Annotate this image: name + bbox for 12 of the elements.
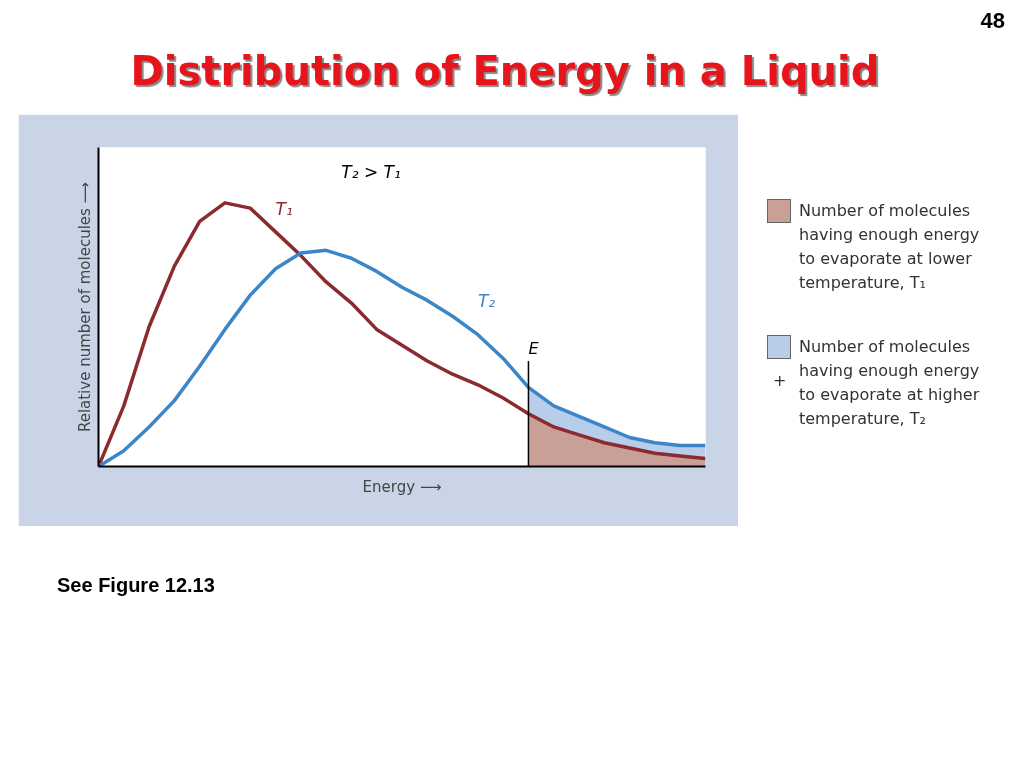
text: T₂ > T₁ — [341, 161, 401, 182]
text: 48 — [980, 7, 1005, 35]
text: Number of molecules having enough energy to evaporate at higher temperature, T₂ — [799, 336, 981, 430]
text: See Figure 12.13 — [57, 573, 215, 598]
chart-title: Distribution of Energy in a Liquid — [130, 47, 880, 96]
text: + — [773, 371, 787, 390]
text: Number of molecules having enough energy to evaporate at lower temperature, T₁ — [799, 200, 981, 294]
x-axis-title: Energy ⟶ — [362, 477, 442, 496]
series-label: T₂ — [477, 290, 496, 311]
y-axis-title: Relative number of molecules ⟶ — [75, 181, 94, 433]
series-label: T₁ — [275, 198, 293, 219]
annotation: E — [528, 339, 540, 359]
